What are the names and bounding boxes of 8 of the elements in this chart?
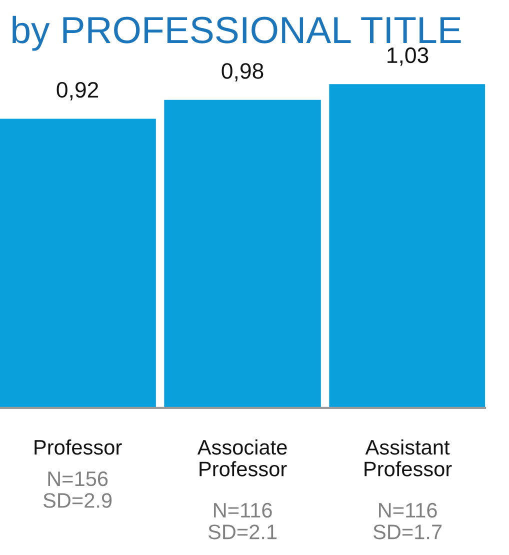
data-label: 0,98 — [222, 63, 264, 82]
x-tick-label: Associate Professor — [197, 439, 287, 476]
text: N=116 SD=1.7 — [373, 502, 442, 540]
text: N=116 SD=2.1 — [208, 502, 277, 540]
text: N=156 SD=2.9 — [43, 471, 112, 508]
x-tick-label: Professor — [34, 439, 122, 455]
x-tick-label: Assistant Professor — [364, 439, 452, 476]
data-label: 0,92 — [56, 82, 98, 100]
